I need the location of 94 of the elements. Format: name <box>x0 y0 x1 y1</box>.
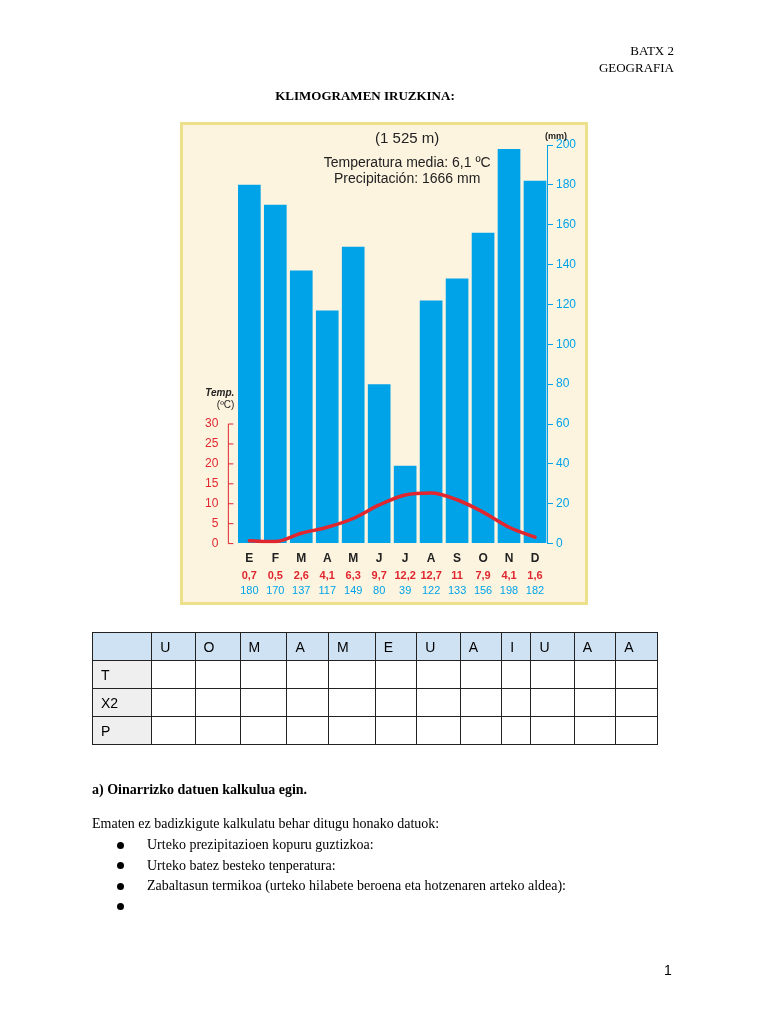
data-label: 156 <box>473 584 493 596</box>
data-label: 0,7 <box>241 569 257 581</box>
y-tick-label: 20 <box>204 456 219 471</box>
bar <box>315 310 339 544</box>
text: Ematen ez badizkigute kalkulatu behar ditugu honako datuok: <box>92 816 440 832</box>
y-tick-label: 25 <box>204 436 219 451</box>
bar <box>367 384 391 544</box>
data-label: 11 <box>451 569 463 581</box>
text: A <box>615 632 658 661</box>
bar <box>445 278 469 544</box>
annotation: Temperatura media: 6,1 ºC <box>323 154 491 170</box>
y-tick-label: 15 <box>204 476 219 491</box>
bar <box>263 204 287 544</box>
text: Zabaltasun termikoa (urteko hilabete beroena eta hotzenaren arteko aldea): <box>147 877 567 895</box>
text: GEOGRAFIA <box>598 59 674 76</box>
text: A <box>460 632 502 661</box>
text: A <box>574 632 616 661</box>
data-label: 7,9 <box>475 569 491 581</box>
data-label: 12,2 <box>394 569 416 581</box>
x-tick-label: O <box>478 551 488 566</box>
y2-tick-label: 0 <box>555 535 563 550</box>
text: U <box>530 632 575 661</box>
annotation: Precipitación: 1666 mm <box>334 170 481 186</box>
chart-title: KLIMOGRAMEN IRUZKINA: <box>274 88 456 104</box>
x-tick-label: J <box>375 551 383 566</box>
text: I <box>501 632 531 661</box>
y2-tick-label: 40 <box>555 456 570 471</box>
x-tick-label: N <box>504 551 514 566</box>
bar <box>238 184 261 544</box>
bar <box>471 232 495 544</box>
text: E <box>375 632 417 661</box>
x-tick-label: A <box>322 551 332 566</box>
y2-tick-label: 120 <box>555 296 577 311</box>
text: X2 <box>92 688 152 717</box>
text: O <box>195 632 241 661</box>
data-label: 2,6 <box>293 569 309 581</box>
data-label: 6,3 <box>345 569 361 581</box>
text: P <box>92 716 152 745</box>
x-tick-label: D <box>530 551 540 566</box>
x-tick-label: J <box>401 551 409 566</box>
y-axis-title: Temp. (ºC) <box>205 387 235 411</box>
x-tick-label: E <box>245 551 254 566</box>
text: Urteko batez besteko tenperatura: <box>147 856 336 875</box>
y-tick-label: 5 <box>211 515 219 530</box>
y-tick-label: 30 <box>204 416 219 431</box>
bar <box>289 270 313 544</box>
bar <box>341 246 365 544</box>
y2-tick-label: 80 <box>555 376 570 391</box>
data-label: 122 <box>421 584 441 596</box>
data-label: 149 <box>344 584 363 596</box>
x-tick-label: A <box>426 551 436 566</box>
text: T <box>92 660 152 689</box>
data-label: 12,7 <box>420 569 442 581</box>
y-tick-label: 0 <box>211 535 219 550</box>
y-tick-label: 10 <box>204 496 219 511</box>
text: a) Oinarrizko datuen kalkulua egin. <box>92 782 308 798</box>
x-tick-label: S <box>453 551 462 566</box>
y2-tick-label: 140 <box>555 256 577 271</box>
chart-subtitle: (1 525 m) <box>375 129 440 146</box>
y2-axis-title: (mm) <box>544 131 567 141</box>
data-label: 198 <box>499 584 519 596</box>
text: A <box>286 632 329 661</box>
bar <box>497 148 521 544</box>
bar <box>393 465 417 544</box>
data-label: 133 <box>447 584 467 596</box>
text: M <box>240 632 287 661</box>
text: U <box>151 632 196 661</box>
data-label: 80 <box>373 584 386 596</box>
data-label: 182 <box>525 584 545 596</box>
x-tick-label: F <box>271 551 279 566</box>
y2-tick-label: 160 <box>555 217 577 232</box>
y2-tick-label: 100 <box>555 336 577 351</box>
data-label: 1,6 <box>527 569 543 581</box>
text: 1 <box>664 962 672 978</box>
text: Urteko prezipitazioen kopuru guztizkoa: <box>147 836 374 854</box>
bar <box>419 300 443 544</box>
data-label: 4,1 <box>501 569 517 581</box>
data-label: 170 <box>266 584 285 596</box>
data-label: 0,5 <box>267 569 283 581</box>
data-label: 39 <box>399 584 412 596</box>
text: M <box>328 632 376 661</box>
line-series <box>247 491 537 544</box>
x-tick-label: M <box>348 551 359 566</box>
data-label: 4,1 <box>319 569 335 581</box>
y2-tick-label: 20 <box>555 496 570 511</box>
text: U <box>416 632 461 661</box>
text: BATX 2 <box>629 42 674 59</box>
y2-tick-label: 180 <box>555 177 577 192</box>
data-label: 137 <box>292 584 311 596</box>
data-label: 9,7 <box>371 569 387 581</box>
data-label: 117 <box>318 584 337 596</box>
y2-tick-label: 60 <box>555 416 570 431</box>
data-label: 180 <box>240 584 259 596</box>
x-tick-label: M <box>296 551 307 566</box>
